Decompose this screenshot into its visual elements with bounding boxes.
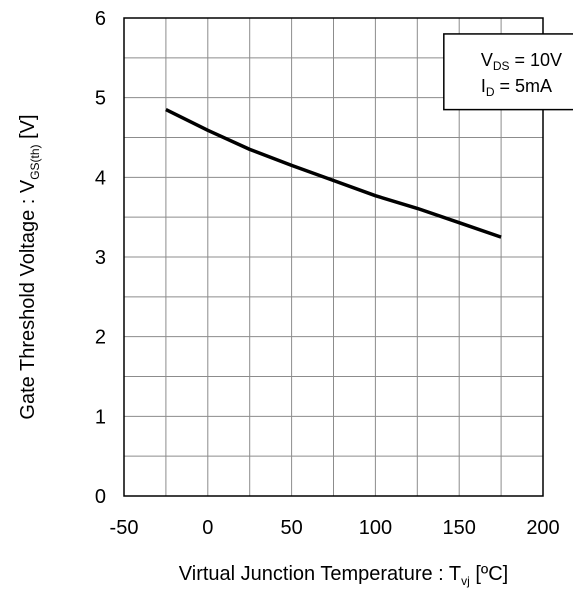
condition-vds-value: = 10V: [510, 50, 563, 70]
y-tick-label: 3: [95, 247, 106, 269]
condition-id: ID = 5mA: [481, 76, 552, 99]
y-axis-label-unit: [V]: [17, 114, 39, 144]
x-tick-label: 50: [280, 517, 302, 539]
x-axis-label: Virtual Junction Temperature : Tvj [ºC]: [179, 563, 508, 588]
condition-vds-symbol: V: [481, 50, 493, 70]
conditions-legend: VDS = 10V ID = 5mA: [443, 33, 573, 111]
condition-id-symbol: I: [481, 76, 486, 96]
grid: [124, 18, 543, 496]
y-tick-label: 2: [95, 327, 106, 349]
y-tick-label: 6: [95, 8, 106, 30]
condition-id-value: = 5mA: [495, 76, 553, 96]
x-tick-label: 0: [202, 517, 213, 539]
conditions-box: [443, 33, 573, 111]
series-layer: [165, 108, 502, 239]
y-tick-label: 0: [95, 486, 106, 508]
series-line: [165, 108, 502, 239]
y-axis-label-main: Gate Threshold Voltage : V: [17, 179, 39, 419]
condition-vds: VDS = 10V: [481, 50, 562, 73]
x-axis-label-unit: [ºC]: [470, 563, 508, 585]
y-tick-label: 1: [95, 406, 106, 428]
x-tick-label: 100: [359, 517, 392, 539]
y-tick-label: 5: [95, 88, 106, 110]
x-axis-label-main: Virtual Junction Temperature : T: [179, 563, 461, 585]
plot-area-frame: [123, 17, 544, 497]
y-axis-label-subscript: GS(th): [28, 144, 42, 179]
condition-vds-subscript: DS: [493, 59, 510, 73]
x-tick-label: 200: [526, 517, 559, 539]
y-tick-label: 4: [95, 167, 106, 189]
y-axis-label: Gate Threshold Voltage : VGS(th) [V]: [17, 114, 42, 419]
condition-id-subscript: D: [486, 85, 495, 99]
x-axis-label-subscript: vj: [461, 574, 470, 588]
x-tick-label: 150: [443, 517, 476, 539]
x-tick-label: -50: [110, 517, 139, 539]
